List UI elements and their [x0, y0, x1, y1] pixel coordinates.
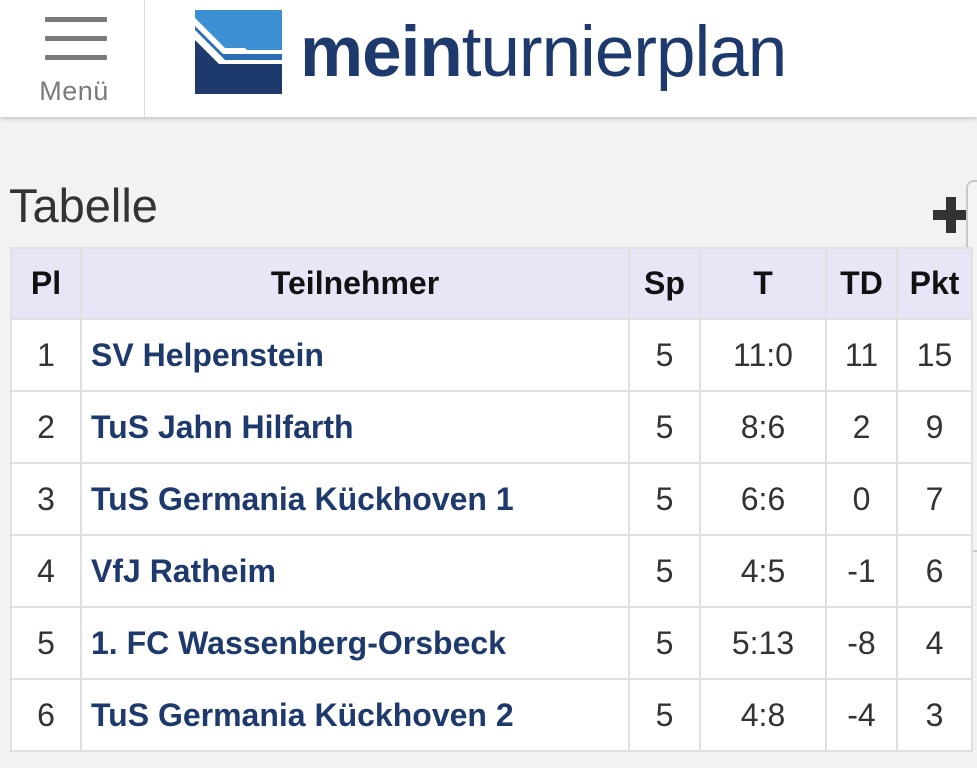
page-title: Tabelle [9, 179, 158, 232]
logo-icon[interactable] [195, 10, 282, 94]
table-header-row: Pl Teilnehmer Sp T TD Pkt [10, 247, 973, 320]
logo-text[interactable]: meinturnierplan [300, 13, 787, 93]
games-cell: 5 [628, 534, 701, 608]
rank-cell: 5 [10, 606, 82, 680]
rank-cell: 4 [10, 534, 82, 608]
table-row: 3 TuS Germania Kückhoven 1 5 6:6 0 7 [10, 462, 973, 536]
logo-regular-text: turnierplan [461, 13, 787, 92]
goal-diff-cell: 0 [825, 462, 898, 536]
rank-cell: 1 [10, 318, 82, 392]
column-header-td[interactable]: TD [825, 247, 898, 320]
table-row: 1 SV Helpenstein 5 11:0 11 15 [10, 318, 973, 392]
goal-diff-cell: 11 [825, 318, 898, 392]
points-cell: 7 [896, 462, 973, 536]
team-link[interactable]: SV Helpenstein [80, 318, 630, 392]
goals-cell: 5:13 [699, 606, 827, 680]
points-cell: 3 [896, 678, 973, 752]
team-link[interactable]: TuS Germania Kückhoven 2 [80, 678, 630, 752]
column-header-sp[interactable]: Sp [628, 247, 701, 320]
goals-cell: 4:8 [699, 678, 827, 752]
points-cell: 9 [896, 390, 973, 464]
games-cell: 5 [628, 606, 701, 680]
goals-cell: 6:6 [699, 462, 827, 536]
goals-cell: 8:6 [699, 390, 827, 464]
top-bar: Menü meinturnierplan [0, 0, 977, 117]
table-row: 4 VfJ Ratheim 5 4:5 -1 6 [10, 534, 973, 608]
table-row: 2 TuS Jahn Hilfarth 5 8:6 2 9 [10, 390, 973, 464]
goal-diff-cell: -1 [825, 534, 898, 608]
hamburger-icon [45, 17, 107, 61]
standings-table: Pl Teilnehmer Sp T TD Pkt 1 SV Helpenste… [10, 247, 973, 752]
goal-diff-cell: -4 [825, 678, 898, 752]
rank-cell: 3 [10, 462, 82, 536]
games-cell: 5 [628, 678, 701, 752]
team-link[interactable]: 1. FC Wassenberg-Orsbeck [80, 606, 630, 680]
table-row: 6 TuS Germania Kückhoven 2 5 4:8 -4 3 [10, 678, 973, 752]
team-link[interactable]: TuS Germania Kückhoven 1 [80, 462, 630, 536]
column-header-teilnehmer[interactable]: Teilnehmer [80, 247, 630, 320]
column-header-t[interactable]: T [699, 247, 827, 320]
rank-cell: 2 [10, 390, 82, 464]
points-cell: 4 [896, 606, 973, 680]
points-cell: 6 [896, 534, 973, 608]
rank-cell: 6 [10, 678, 82, 752]
games-cell: 5 [628, 318, 701, 392]
games-cell: 5 [628, 462, 701, 536]
table-row: 5 1. FC Wassenberg-Orsbeck 5 5:13 -8 4 [10, 606, 973, 680]
goal-diff-cell: 2 [825, 390, 898, 464]
logo-bold-text: mein [300, 13, 463, 92]
plus-icon[interactable] [931, 195, 971, 235]
team-link[interactable]: TuS Jahn Hilfarth [80, 390, 630, 464]
column-header-pkt[interactable]: Pkt [896, 247, 973, 320]
team-link[interactable]: VfJ Ratheim [80, 534, 630, 608]
column-header-pl[interactable]: Pl [10, 247, 82, 320]
menu-button[interactable]: Menü [3, 0, 145, 117]
goal-diff-cell: -8 [825, 606, 898, 680]
menu-label: Menü [39, 76, 109, 106]
games-cell: 5 [628, 390, 701, 464]
goals-cell: 4:5 [699, 534, 827, 608]
goals-cell: 11:0 [699, 318, 827, 392]
points-cell: 15 [896, 318, 973, 392]
